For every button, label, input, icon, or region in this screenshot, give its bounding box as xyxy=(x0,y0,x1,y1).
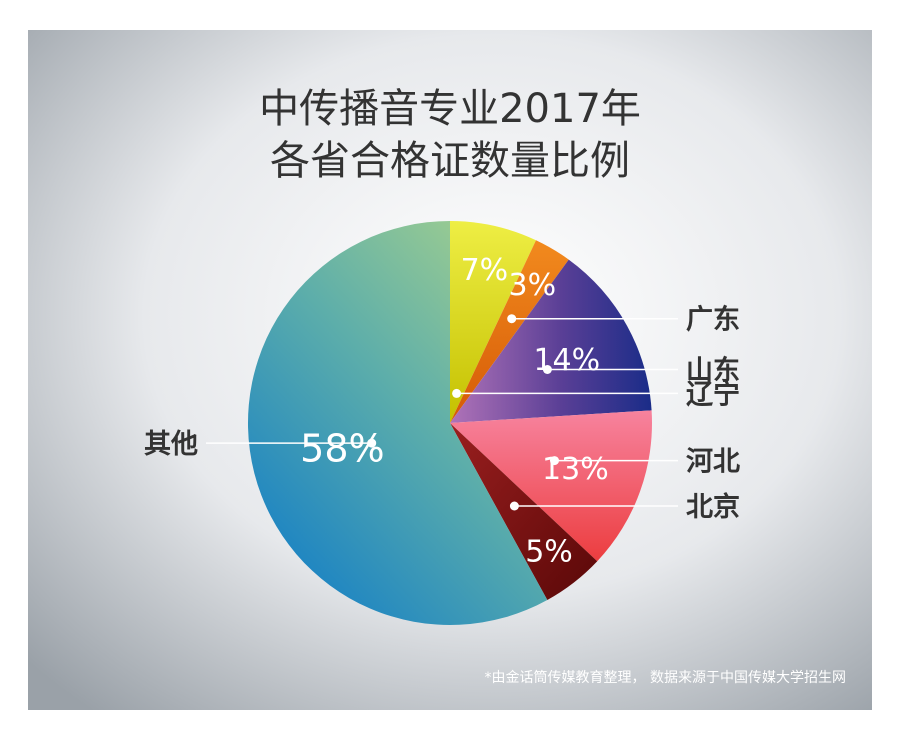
category-label-other: 其他 xyxy=(144,429,198,460)
percent-labels: 7% 3% 14% 13% 5% 58% xyxy=(300,253,609,570)
slice-guangdong xyxy=(450,240,569,423)
category-label-beijing: 北京 xyxy=(686,491,740,523)
percent-label-beijing: 5% xyxy=(525,535,573,570)
category-label-shandong: 山东 xyxy=(686,355,740,387)
category-label-liaoning: 辽宁 xyxy=(686,378,740,410)
slice-liaoning xyxy=(450,221,537,423)
chart-card: 中传播音专业2017年 各省合格证数量比例 7% 3% 14% 13% 5% 58% 辽宁… xyxy=(28,30,872,710)
pie-chart: 中传播音专业2017年 各省合格证数量比例 7% 3% 14% 13% 5% 58% 辽宁… xyxy=(28,30,872,710)
percent-label-other: 58% xyxy=(300,427,384,471)
category-label-hebei: 河北 xyxy=(686,447,740,478)
leader-lines xyxy=(206,314,678,511)
source-note: *由金话筒传媒教育整理， 数据来源于中国传媒大学招生网 xyxy=(485,669,846,686)
category-label-guangdong: 广东 xyxy=(686,304,740,336)
slice-shandong xyxy=(450,259,652,423)
slice-beijing xyxy=(450,423,598,601)
slice-hebei xyxy=(450,410,652,562)
percent-label-liaoning: 7% xyxy=(461,253,509,288)
pie-slices xyxy=(247,221,652,625)
chart-title-line-2: 各省合格证数量比例 xyxy=(270,138,630,184)
percent-label-shandong: 14% xyxy=(533,343,600,378)
chart-title-line-1: 中传播音专业2017年 xyxy=(259,86,641,132)
percent-label-guangdong: 3% xyxy=(509,268,557,303)
percent-label-hebei: 13% xyxy=(542,452,609,487)
slice-other xyxy=(247,221,548,625)
